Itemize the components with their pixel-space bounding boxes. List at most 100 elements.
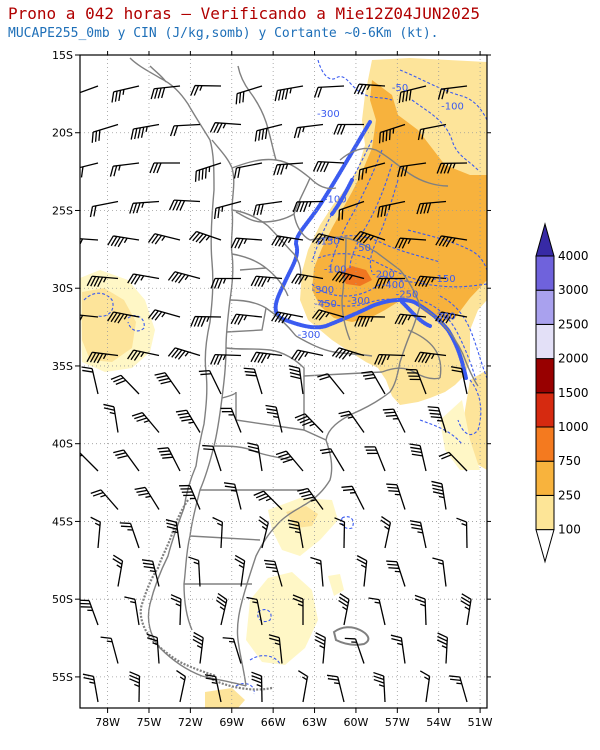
wind-barb xyxy=(223,482,242,510)
brazil-coastline xyxy=(419,305,479,387)
wind-barb xyxy=(253,490,283,510)
wind-barb xyxy=(202,444,222,472)
cin-contour xyxy=(317,59,393,101)
country-border xyxy=(237,65,277,161)
wind-barb xyxy=(179,484,201,510)
cin-contour xyxy=(411,99,479,171)
cin-contour xyxy=(439,295,487,379)
cin-contour-label: -150 xyxy=(433,274,456,285)
wind-barb xyxy=(175,409,201,433)
wind-barb xyxy=(190,84,222,96)
x-tick-label: 69W xyxy=(219,716,244,729)
x-tick-label: 63W xyxy=(302,716,327,729)
wind-barb xyxy=(80,85,99,96)
wind-barb xyxy=(311,309,345,321)
province-border xyxy=(341,237,351,341)
wind-barb xyxy=(129,200,160,214)
wind-barb xyxy=(251,671,263,703)
wind-barb xyxy=(414,594,427,626)
wind-barb xyxy=(405,368,427,395)
cin-contour-label: -100 xyxy=(324,265,347,276)
wind-barb xyxy=(204,674,222,703)
wind-barb xyxy=(264,559,283,587)
wind-barb xyxy=(107,311,140,324)
wind-barb xyxy=(326,674,345,703)
wind-barb xyxy=(147,309,181,321)
wind-barb xyxy=(275,450,304,472)
wind-barb xyxy=(100,636,119,664)
cape-area-northeast-core xyxy=(312,80,487,322)
x-tick-label: 72W xyxy=(178,716,203,729)
cin-contour-label: -300 xyxy=(433,311,456,322)
wind-barb xyxy=(247,442,263,472)
colorbar-box xyxy=(535,494,555,531)
wind-barb xyxy=(168,199,201,211)
wind-barb xyxy=(356,555,368,587)
cin-contour-label: -100 xyxy=(324,195,347,206)
wind-barb xyxy=(165,519,181,549)
wind-barb xyxy=(169,123,201,137)
wind-barb xyxy=(287,519,304,549)
colorbar-label: 3000 xyxy=(558,283,589,297)
wind-barb xyxy=(271,235,304,248)
wind-barb xyxy=(331,271,365,284)
wind-barb xyxy=(91,123,119,143)
wind-barb xyxy=(265,404,283,433)
y-tick-label: 20S xyxy=(52,127,73,140)
wind-barb xyxy=(141,559,160,587)
wind-barb xyxy=(86,275,119,288)
wind-barb xyxy=(331,347,365,360)
wind-barb xyxy=(235,85,263,105)
x-tick-label: 75W xyxy=(137,716,162,729)
wind-barb xyxy=(310,556,324,587)
wind-barb xyxy=(373,671,386,703)
wind-barb xyxy=(110,374,140,395)
map-frame xyxy=(79,54,488,709)
colorbar-box xyxy=(535,289,555,325)
wind-barb xyxy=(81,366,99,395)
wind-barb xyxy=(119,522,140,549)
wind-barb xyxy=(80,162,99,179)
cape-area-tierra-del-fuego xyxy=(205,688,245,708)
cin-contour xyxy=(311,139,373,263)
wind-barb xyxy=(450,366,468,395)
wind-barb xyxy=(314,632,326,664)
province-border xyxy=(225,307,267,333)
wind-barb xyxy=(80,237,99,245)
cin-contour xyxy=(341,516,354,530)
x-tick-label: 54W xyxy=(426,716,451,729)
wind-barb xyxy=(109,162,140,177)
cin-contour-label: -400 xyxy=(382,280,405,291)
colorbar-label: 1500 xyxy=(558,386,589,400)
wind-barb xyxy=(312,160,345,173)
wind-barb xyxy=(338,593,350,626)
province-border xyxy=(303,376,327,441)
province-border xyxy=(239,267,267,271)
wind-barb xyxy=(291,349,324,361)
y-tick-label: 55S xyxy=(52,671,73,684)
wind-barb xyxy=(409,443,427,472)
boundaries xyxy=(129,57,479,691)
wind-barb xyxy=(344,637,365,664)
wind-barb xyxy=(127,349,160,361)
wind-barb xyxy=(198,369,222,395)
country-border xyxy=(407,329,442,379)
wind-barb xyxy=(338,410,365,433)
wind-barb xyxy=(382,408,406,433)
colorbar-high-arrow xyxy=(535,222,555,257)
wind-barb xyxy=(273,162,304,176)
wind-barb xyxy=(216,592,228,626)
colorbar-label: 4000 xyxy=(558,249,589,263)
wind-barb xyxy=(414,351,447,364)
province-border xyxy=(189,535,261,541)
wind-barb xyxy=(274,85,304,102)
province-border xyxy=(235,392,305,431)
y-tick-label: 15S xyxy=(52,49,73,62)
lake xyxy=(149,65,167,83)
wind-barb xyxy=(419,670,431,703)
wind-barb xyxy=(374,277,405,289)
cin-contour xyxy=(83,292,114,317)
wind-barb xyxy=(210,277,241,289)
x-tick-label: 51W xyxy=(468,716,493,729)
